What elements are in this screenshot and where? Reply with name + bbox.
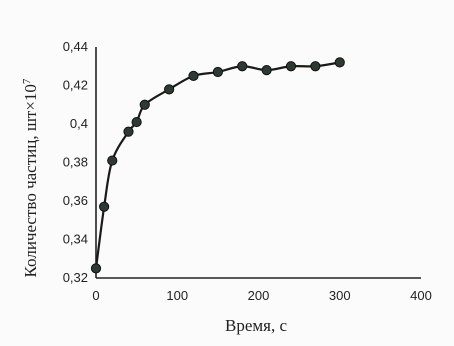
y-tick-label: 0,44	[63, 39, 88, 54]
y-axis-title-superscript: 7	[21, 78, 33, 84]
x-tick-label: 300	[329, 288, 351, 303]
data-point	[212, 66, 223, 78]
data-point	[99, 201, 110, 212]
data-point	[107, 155, 118, 166]
y-tick-labels: 0,32 0,34 0,36 0,38 0,4 0,42 0,44	[63, 39, 88, 285]
data-point	[310, 61, 321, 72]
y-tick-label: 0,38	[63, 155, 88, 170]
x-tick-label: 200	[248, 288, 270, 303]
data-point	[261, 65, 272, 76]
x-tick-labels: 0 100 200 300 400	[92, 288, 431, 303]
y-tick-label: 0,34	[63, 232, 88, 247]
data-point	[90, 263, 102, 274]
data-point	[285, 61, 297, 72]
data-point	[123, 126, 134, 137]
y-tick-label: 0,42	[63, 78, 88, 93]
y-axis-title: Количество частиц, шт×107	[21, 78, 40, 277]
series-group	[90, 57, 345, 274]
data-point	[188, 70, 199, 81]
data-point	[237, 61, 248, 72]
x-tick-label: 0	[92, 288, 99, 303]
y-tick-label: 0,36	[63, 193, 88, 208]
data-point	[139, 99, 150, 110]
axes	[95, 47, 421, 279]
data-point	[131, 116, 142, 128]
y-axis-title-text: Количество частиц, шт×10	[21, 84, 40, 277]
data-point	[164, 84, 175, 95]
x-tick-label: 400	[410, 288, 432, 303]
y-tick-label: 0,32	[63, 270, 88, 285]
x-tick-label: 100	[166, 288, 188, 303]
x-axis-title: Время, с	[225, 316, 287, 335]
y-tick-label: 0,4	[70, 116, 88, 131]
data-point	[334, 57, 345, 68]
series-line	[94, 61, 340, 269]
